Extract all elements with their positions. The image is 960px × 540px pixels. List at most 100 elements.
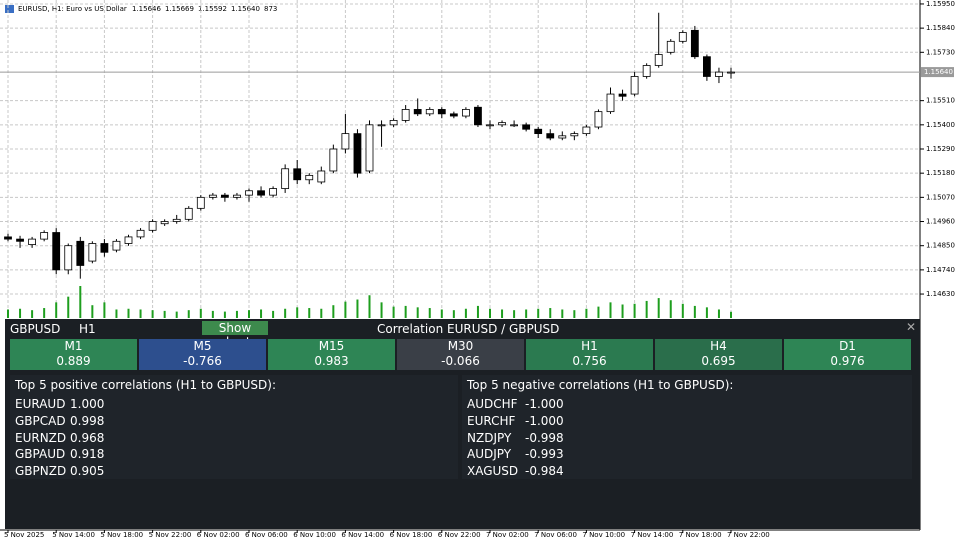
y-tick-label: 1.15180: [926, 169, 955, 177]
candle-body: [618, 93, 627, 97]
candle-body: [136, 229, 145, 238]
pair-value: -0.993: [525, 447, 564, 462]
pair-name: GBPAUD: [15, 447, 66, 462]
timeframe-tile[interactable]: H4 0.695: [655, 339, 782, 370]
timeframe-tile[interactable]: D1 0.976: [784, 339, 911, 370]
y-tick-label: 1.14960: [926, 218, 955, 226]
candle-body: [353, 133, 362, 174]
y-tick-label: 1.15950: [926, 0, 955, 8]
volume-bar: [404, 305, 407, 318]
candle-body: [245, 190, 253, 196]
header-open: 1.15646: [132, 5, 161, 13]
timeframe-tile[interactable]: M15 0.983: [268, 339, 395, 370]
volume-bar: [440, 309, 443, 318]
volume-bar: [163, 310, 166, 318]
y-tick-label: 1.15840: [926, 24, 955, 32]
candle-body: [293, 168, 302, 181]
volume-bar: [103, 302, 106, 318]
pair-name: NZDJPY: [467, 430, 512, 445]
volume-bar: [573, 310, 576, 318]
pair-name: XAGUSD: [467, 464, 519, 479]
pair-value: 0.905: [70, 464, 105, 479]
volume-bar: [260, 309, 263, 318]
candle-body: [269, 188, 278, 196]
candle-body: [594, 111, 603, 128]
timeframe-tile[interactable]: M30 -0.066: [397, 339, 524, 370]
candle-body: [534, 128, 543, 135]
timeframe-tile[interactable]: M5 -0.766: [139, 339, 266, 370]
y-tick-label: 1.14850: [926, 242, 955, 250]
candle-body: [570, 133, 579, 137]
candle-body: [630, 76, 639, 95]
volume-bar: [730, 311, 732, 318]
volume-bar: [248, 310, 250, 318]
candle-body: [498, 122, 506, 126]
candle-body: [52, 232, 61, 271]
header-low: 1.15592: [198, 5, 227, 13]
volume-bar: [693, 305, 696, 318]
volume-bar: [127, 308, 130, 318]
candle-body: [64, 245, 73, 271]
volume-bar: [332, 305, 335, 318]
volume-bar: [55, 302, 58, 318]
volume-bar: [633, 303, 636, 318]
candle-body: [546, 133, 555, 139]
close-button[interactable]: ✕: [906, 320, 917, 334]
candle-body: [522, 124, 531, 130]
pair-value: -0.998: [525, 430, 564, 445]
volume-bar: [19, 308, 22, 318]
candle-body: [88, 243, 97, 262]
timeframe-tile[interactable]: H1 0.756: [526, 339, 653, 370]
volume-bar: [175, 311, 178, 318]
x-tick-label: 7 Nov 06:00: [534, 531, 577, 539]
candle-body: [112, 240, 121, 251]
candle-body: [317, 170, 326, 183]
volume-bar: [67, 296, 70, 318]
volume-bar: [91, 305, 94, 318]
candle-body: [654, 54, 663, 66]
candle-body: [305, 174, 314, 181]
tile-label: M5: [193, 339, 212, 353]
candle-body: [196, 196, 205, 209]
candle-body: [690, 29, 699, 58]
volume-bar: [199, 308, 202, 318]
volume-bar: [537, 308, 540, 318]
pair-value: 1.000: [70, 397, 105, 411]
candle-body: [461, 109, 470, 117]
volume-bar: [272, 310, 275, 318]
tile-label: H4: [710, 339, 727, 353]
volume-bar: [501, 309, 504, 318]
volume-bar: [139, 309, 142, 318]
symbol-icon: [5, 5, 14, 13]
volume-bar: [464, 308, 467, 318]
volume-bar: [296, 307, 299, 318]
candle-body: [377, 124, 386, 127]
y-tick-label: 1.15290: [926, 145, 955, 153]
timeframe-tile[interactable]: M1 0.889: [10, 339, 137, 370]
candle-body: [437, 109, 446, 115]
header-symbol: EURUSD, H1: Euro vs US Dollar: [18, 5, 127, 13]
candle-body: [606, 93, 615, 113]
header-close: 1.15640: [231, 5, 260, 13]
y-tick-label: 1.15400: [926, 121, 955, 129]
candle-body: [148, 221, 157, 231]
x-tick-label: 6 Nov 06:00: [245, 531, 288, 539]
volume-bar: [43, 308, 46, 318]
candle-body: [678, 32, 687, 42]
panel-symbol: GBPUSD: [10, 322, 61, 336]
pair-name: GBPNZD: [15, 464, 67, 479]
candle-body: [582, 126, 591, 135]
candle-body: [281, 168, 290, 189]
tile-value: 0.695: [701, 354, 736, 368]
volume-bar: [549, 308, 552, 318]
volume-bar: [320, 308, 323, 318]
volume-bar: [7, 309, 9, 318]
tile-label: H1: [581, 339, 598, 353]
volume-bar: [428, 308, 431, 318]
candle-body: [172, 218, 181, 222]
candle-body: [100, 243, 109, 253]
positive-box: [10, 375, 458, 479]
show-chart-button[interactable]: Show chart: [202, 321, 268, 349]
